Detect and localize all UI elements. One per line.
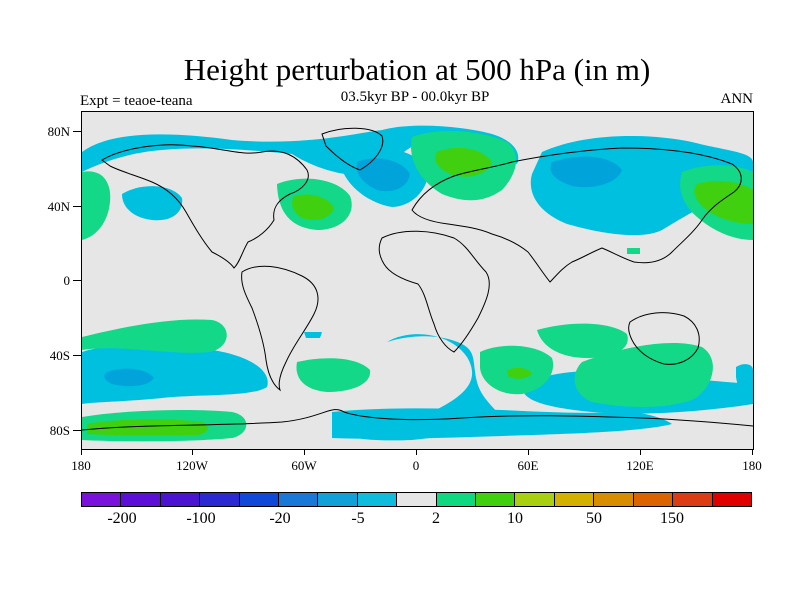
lon-label-60w: 60W <box>291 458 317 473</box>
australia-positive-region <box>574 342 713 407</box>
africa-coast <box>378 230 490 353</box>
lon-label-120w: 120W <box>176 458 208 473</box>
lon-label-180w: 180 <box>71 458 91 473</box>
lat-tick <box>73 430 81 431</box>
colorbar-box <box>476 493 516 506</box>
colorbar-box <box>633 493 674 506</box>
north-america-coast <box>101 144 309 269</box>
lat-tick <box>73 131 81 132</box>
colorbar-box <box>397 493 437 506</box>
lat-tick <box>73 206 81 207</box>
chart-subtitle: 03.5kyr BP - 00.0kyr BP <box>340 89 490 105</box>
negative-anomaly-regions <box>82 125 753 441</box>
colorbar-label: -200 <box>107 510 137 527</box>
season-label: ANN <box>720 91 754 107</box>
experiment-label: Expt = teaoe-teana <box>80 93 193 109</box>
southern-ocean-negative-band <box>332 408 672 439</box>
colorbar <box>81 492 752 507</box>
colorbar-box <box>160 493 201 506</box>
colorbar-box <box>239 493 280 506</box>
colorbar-box <box>357 493 398 506</box>
lon-label-180e: 180 <box>742 458 762 473</box>
colorbar-box <box>436 493 477 506</box>
coastlines <box>82 127 753 431</box>
asia-negative-core <box>550 156 622 188</box>
north-pacific-positive-core <box>694 181 753 224</box>
south-america-positive-region <box>296 358 371 392</box>
south-pacific-positive-region <box>82 319 227 353</box>
southern-pacific-core <box>104 368 154 387</box>
lat-label-40n: 40N <box>47 199 70 214</box>
lon-tick <box>192 449 193 455</box>
eastern-america-positive-core <box>292 194 334 220</box>
colorbar-label: 2 <box>432 510 440 527</box>
lon-tick <box>416 449 417 455</box>
lon-tick <box>304 449 305 455</box>
antarctica-coast <box>82 409 753 431</box>
colorbar-box <box>318 493 358 506</box>
north-america-positive-region <box>82 171 111 240</box>
colorbar-label: 10 <box>507 510 523 527</box>
south-america-coast <box>241 265 319 392</box>
map-panel <box>81 111 754 450</box>
colorbar-label: -100 <box>186 510 216 527</box>
colorbar-box <box>515 493 555 506</box>
colorbar-label: -20 <box>269 510 291 527</box>
perturbation-field <box>82 125 753 442</box>
colorbar-box <box>554 493 595 506</box>
lon-tick <box>640 449 641 455</box>
colorbar-box <box>121 493 161 506</box>
lon-label-0: 0 <box>412 458 420 473</box>
lat-label-80n: 80N <box>47 124 70 139</box>
south-atlantic-positive-core <box>507 367 532 379</box>
colorbar-label: -5 <box>351 510 365 527</box>
colorbar-box <box>673 493 713 506</box>
colorbar-label: 150 <box>660 510 684 527</box>
colorbar-box <box>82 493 122 506</box>
lon-label-60e: 60E <box>517 458 539 473</box>
colorbar-label: 50 <box>586 510 602 527</box>
greenland-coast <box>321 127 384 171</box>
tropical-west-pacific-positive <box>627 248 640 254</box>
lat-tick <box>73 280 81 281</box>
lat-label-80s: 80S <box>49 423 70 438</box>
chart-title: Height perturbation at 500 hPa (in m) <box>183 52 651 87</box>
south-america-small-negative <box>304 332 322 338</box>
pacific-north-negative-region <box>122 186 183 221</box>
north-atlantic-core <box>356 158 410 192</box>
lat-tick <box>73 355 81 356</box>
eurasia-coast <box>411 147 742 283</box>
colorbar-box <box>594 493 634 506</box>
lon-tick <box>752 449 753 455</box>
colorbar-box <box>279 493 319 506</box>
lat-label-40s: 40S <box>49 348 70 363</box>
south-pacific-lower-core <box>87 419 208 436</box>
lon-label-120e: 120E <box>626 458 654 473</box>
australia-coast <box>628 312 700 365</box>
colorbar-box <box>200 493 240 506</box>
arctic-negative-region <box>82 125 519 176</box>
indian-ocean-positive-region <box>537 323 628 358</box>
lon-tick <box>528 449 529 455</box>
colorbar-box <box>712 493 751 506</box>
lat-label-eq: 0 <box>63 273 71 288</box>
lon-tick <box>81 449 82 455</box>
east-pacific-right-negative <box>736 364 753 402</box>
southern-pacific-negative-region <box>82 345 268 404</box>
